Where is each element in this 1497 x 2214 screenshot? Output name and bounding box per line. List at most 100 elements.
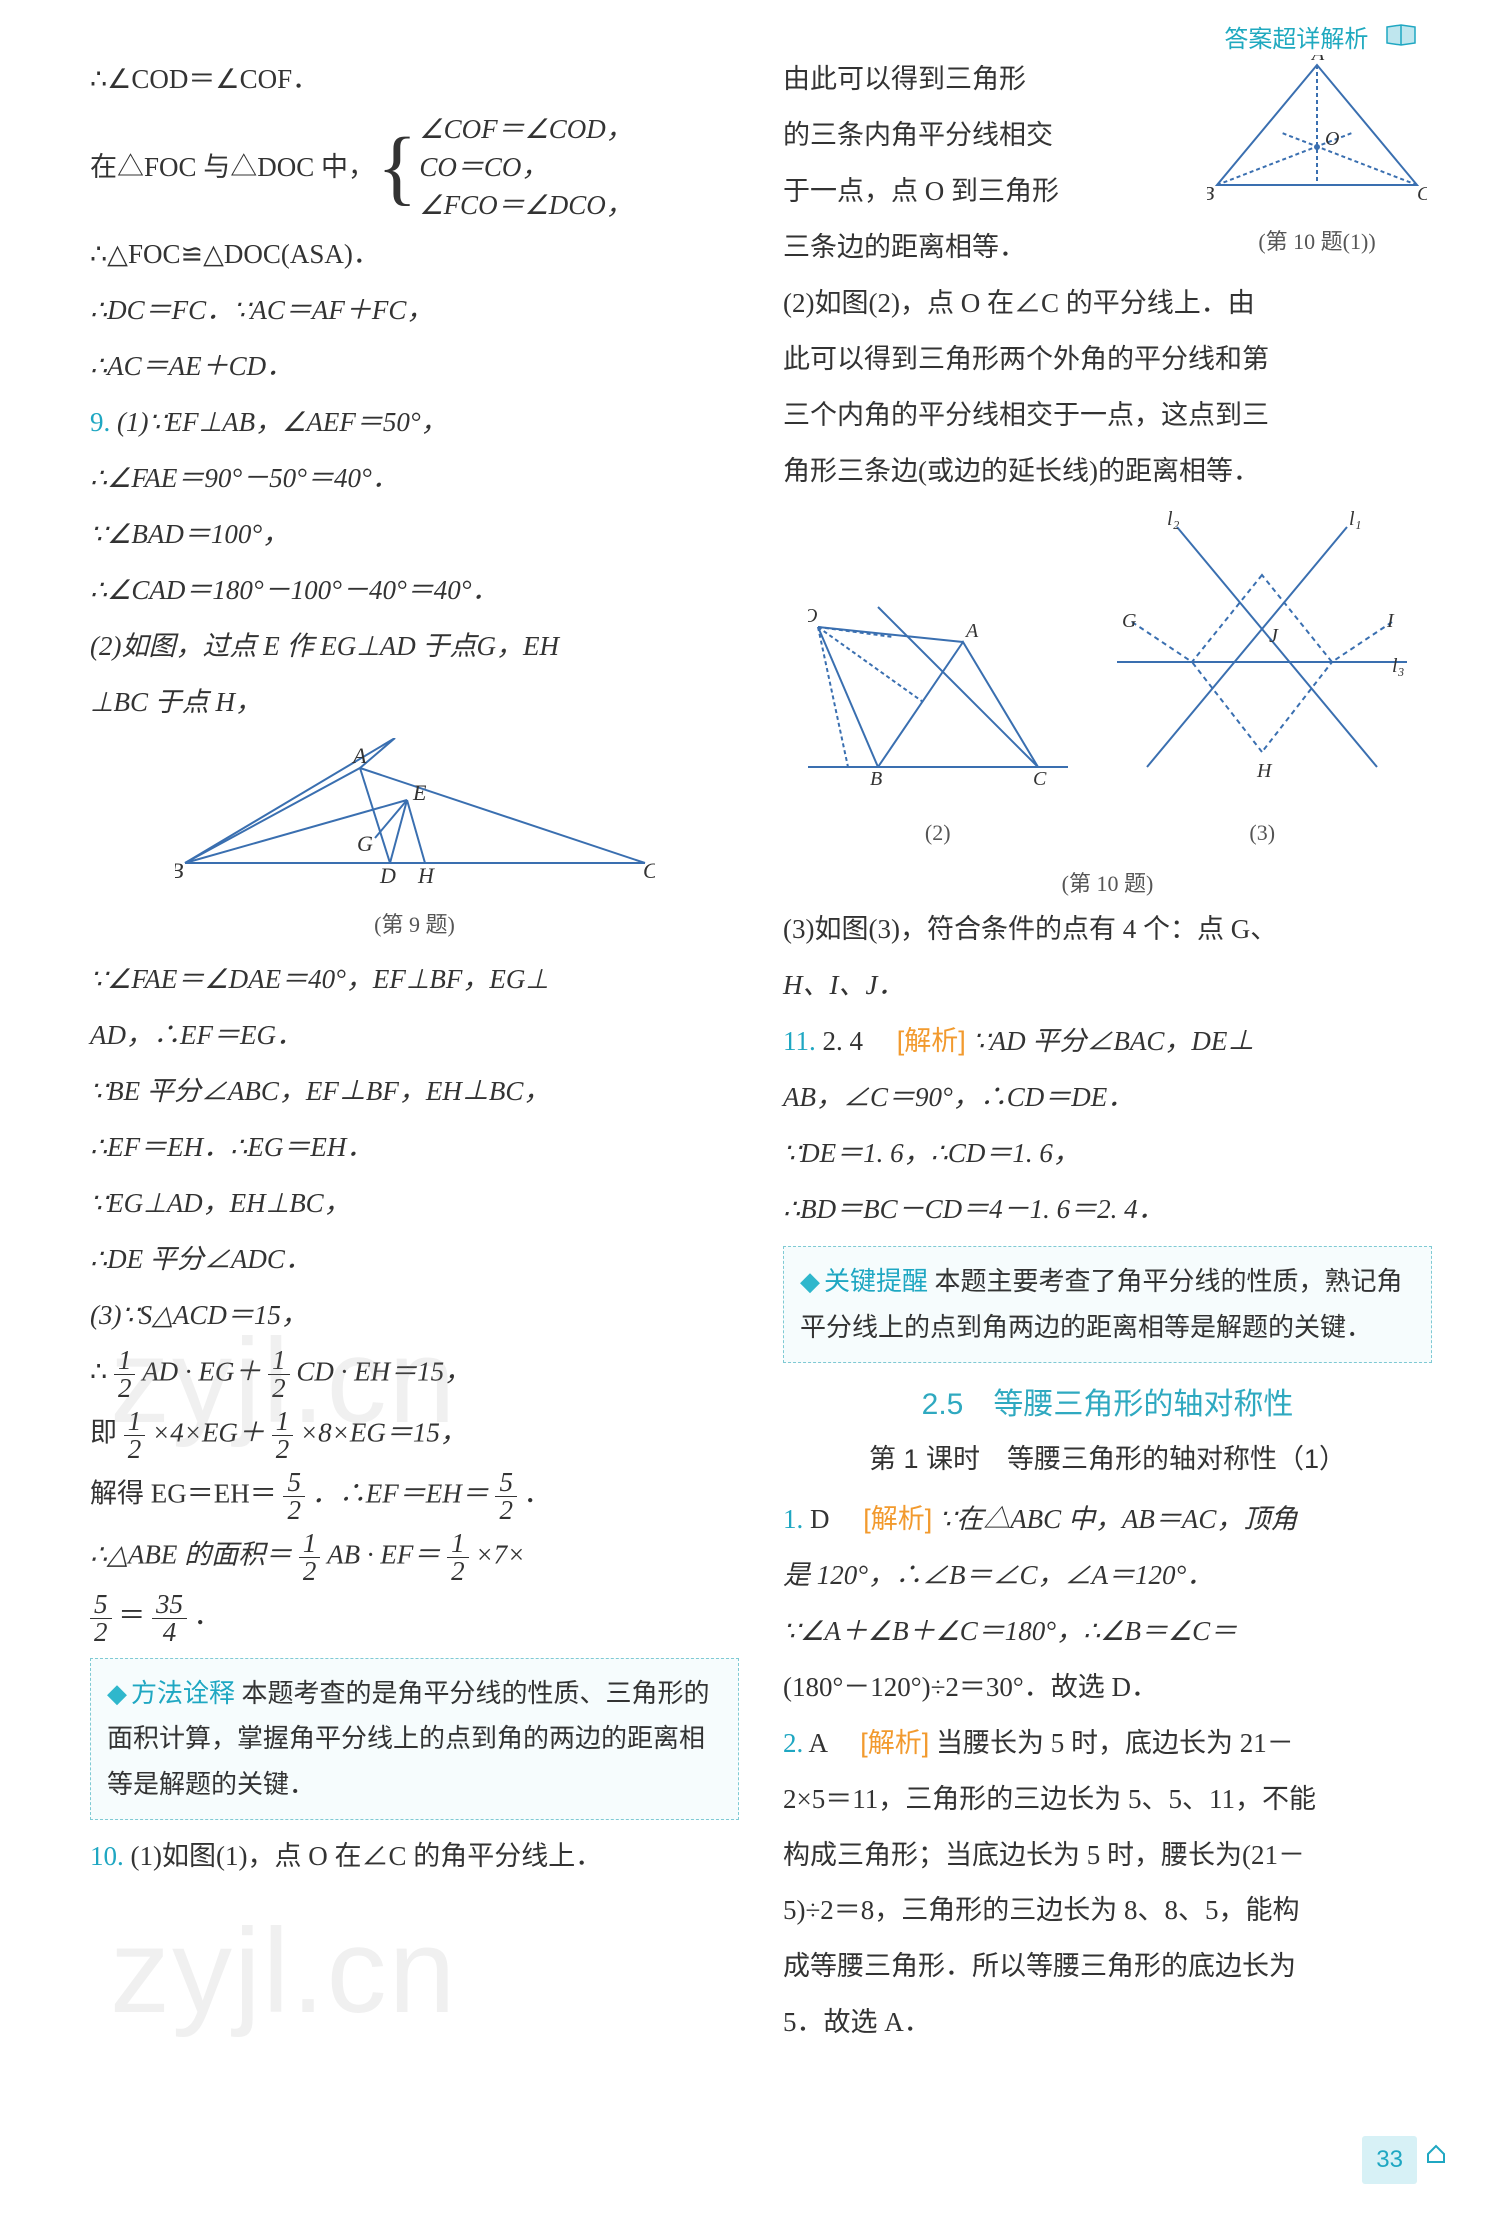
- q11-b3: ∴BD＝BC－CD＝4－1. 6＝2. 4．: [783, 1185, 1432, 1235]
- lbl-G: G: [357, 831, 373, 856]
- svg-text:l₂: l₂: [1167, 508, 1180, 530]
- brace-prefix: 在△FOC 与△DOC 中，: [90, 143, 375, 193]
- q-num: 2.: [783, 1728, 803, 1758]
- method-box: ◆方法诠释 本题考查的是角平分线的性质、三角形的面积计算，掌握角平分线上的点到角…: [90, 1658, 739, 1821]
- svg-text:B: B: [1207, 183, 1214, 205]
- q1-b3: (180°－120°)÷2＝30°．故选 D．: [783, 1663, 1432, 1713]
- q9-p1-l2: ∴∠FAE＝90°－50°＝40°．: [90, 454, 739, 504]
- lbl-B: B: [175, 858, 183, 883]
- fig10-1-cap: (第 10 题(1)): [1202, 222, 1432, 263]
- q-num: 9.: [90, 407, 110, 437]
- q-num: 10.: [90, 1841, 124, 1871]
- page-number: 33: [1362, 2136, 1417, 2184]
- figure-10-group: A B C O (2): [783, 507, 1432, 855]
- left-column: ∴∠COD＝∠COF． 在△FOC 与△DOC 中， { ∠COF＝∠COD， …: [90, 55, 739, 2054]
- lbl-C: C: [643, 858, 655, 883]
- right-column: 由此可以得到三角形 的三条内角平分线相交 于一点，点 O 到三角形 三条边的距离…: [783, 55, 1432, 2054]
- svg-text:A: A: [964, 620, 979, 642]
- q2-ans: A: [809, 1728, 827, 1758]
- diamond-icon: ◆: [107, 1679, 127, 1708]
- svg-text:G: G: [1122, 610, 1137, 632]
- lbl-F: F: [397, 738, 412, 740]
- svg-text:l₁: l₁: [1349, 508, 1362, 530]
- q9-b-l6: (3)∵S△ACD＝15，: [90, 1291, 739, 1341]
- q11-line: 11. 2. 4 [解析] ∵AD 平分∠BAC，DE⊥: [783, 1017, 1432, 1067]
- q11-b2: ∵DE＝1. 6，∴CD＝1. 6，: [783, 1129, 1432, 1179]
- svg-text:B: B: [870, 768, 882, 790]
- q2-b2: 构成三角形；当底边长为 5 时，腰长为(21－: [783, 1831, 1432, 1881]
- key-title: 关键提醒: [824, 1266, 928, 1296]
- q1-b2: ∵∠A＋∠B＋∠C＝180°，∴∠B＝∠C＝: [783, 1607, 1432, 1657]
- q9-p1-l4: ∴∠CAD＝180°－100°－40°＝40°．: [90, 566, 739, 616]
- q1-line: 1. D [解析] ∵在△ABC 中，AB＝AC，顶角: [783, 1495, 1432, 1545]
- r-p2-2: 三个内角的平分线相交于一点，这点到三: [783, 391, 1432, 441]
- q10-line: 10. (1)如图(1)，点 O 在∠C 的角平分线上．: [90, 1832, 739, 1882]
- q9-p1-l1: 9. (1)∵EF⊥AB，∠AEF＝50°，: [90, 398, 739, 448]
- case: CO＝CO，: [419, 149, 632, 187]
- r-intro-0: 由此可以得到三角形: [783, 55, 1184, 105]
- lbl-D: D: [379, 863, 396, 888]
- analysis-tag: [解析]: [897, 1026, 966, 1056]
- q9-eq1: ∴ 12 AD · EG＋ 12 CD · EH＝15，: [90, 1347, 739, 1402]
- section-heading: 2.5 等腰三角形的轴对称性: [783, 1377, 1432, 1433]
- r-p2-0: (2)如图(2)，点 O 在∠C 的平分线上．由: [783, 279, 1432, 329]
- q9-b-l4: ∵EG⊥AD，EH⊥BC，: [90, 1179, 739, 1229]
- q9-b-l0: ∵∠FAE＝∠DAE＝40°，EF⊥BF，EG⊥: [90, 955, 739, 1005]
- figure-10-3: G H I J l₁ l₂ l₃ (3): [1117, 507, 1407, 855]
- fig10-group-cap: (第 10 题): [783, 864, 1432, 905]
- q9-p1-l3: ∵∠BAD＝100°，: [90, 510, 739, 560]
- figure-9: A F E G D H B C (第 9 题): [90, 738, 739, 946]
- fig9-caption: (第 9 题): [90, 905, 739, 946]
- q2-b3: 5)÷2＝8，三角形的三边长为 8、8、5，能构: [783, 1886, 1432, 1936]
- lbl-A: A: [351, 743, 367, 768]
- q2-line: 2. A [解析] 当腰长为 5 时，底边长为 21－: [783, 1719, 1432, 1769]
- section-sub: 第 1 课时 等腰三角形的轴对称性（1）: [783, 1435, 1432, 1485]
- brace-cases: ∠COF＝∠COD， CO＝CO， ∠FCO＝∠DCO，: [419, 111, 632, 224]
- svg-text:H: H: [1256, 760, 1273, 782]
- q2-b4: 成等腰三角形．所以等腰三角形的底边长为: [783, 1942, 1432, 1992]
- brace-icon: {: [377, 134, 417, 201]
- q9-b-l5: ∴DE 平分∠ADC．: [90, 1235, 739, 1285]
- r-p2-1: 此可以得到三角形两个外角的平分线和第: [783, 335, 1432, 385]
- r-intro-2: 于一点，点 O 到三角形: [783, 167, 1184, 217]
- brace-line: 在△FOC 与△DOC 中， { ∠COF＝∠COD， CO＝CO， ∠FCO＝…: [90, 111, 739, 224]
- header-title: 答案超详解析: [1224, 26, 1368, 53]
- case: ∠FCO＝∠DCO，: [419, 187, 632, 225]
- figure-10-1: A B C O (第 10 题(1)): [1202, 55, 1432, 263]
- figure-10-2: A B C O (2): [808, 567, 1068, 855]
- q9-p2-intro2: ⊥BC 于点 H，: [90, 678, 739, 728]
- svg-text:O: O: [808, 605, 817, 627]
- line: ∴DC＝FC．∵AC＝AF＋FC，: [90, 286, 739, 336]
- key-box: ◆关键提醒 本题主要考查了角平分线的性质，熟记角平分线上的点到角两边的距离相等是…: [783, 1246, 1432, 1363]
- q-num: 1.: [783, 1504, 803, 1534]
- svg-text:C: C: [1033, 768, 1047, 790]
- q9-b-l3: ∴EF＝EH．∴EG＝EH．: [90, 1123, 739, 1173]
- house-icon: [1425, 2132, 1447, 2182]
- svg-text:l₃: l₃: [1392, 655, 1405, 677]
- r-p2-3: 角形三条边(或边的延长线)的距离相等．: [783, 447, 1432, 497]
- line: ∴AC＝AE＋CD．: [90, 342, 739, 392]
- method-title: 方法诠释: [131, 1678, 235, 1708]
- r-p3-1: H、I、J．: [783, 961, 1432, 1011]
- analysis-tag: [解析]: [863, 1504, 932, 1534]
- svg-text:I: I: [1386, 610, 1395, 632]
- q11-b1: AB，∠C＝90°，∴CD＝DE．: [783, 1073, 1432, 1123]
- svg-text:C: C: [1417, 183, 1427, 205]
- line: ∴△FOC≌△DOC(ASA)．: [90, 230, 739, 280]
- q2-b5: 5．故选 A．: [783, 1998, 1432, 2048]
- r-intro-1: 的三条内角平分线相交: [783, 111, 1184, 161]
- q9-eq4: ∴△ABE 的面积＝ 12 AB · EF＝ 12 ×7×: [90, 1530, 739, 1585]
- svg-text:J: J: [1269, 625, 1279, 647]
- fig10-2-sub: (2): [808, 813, 1068, 854]
- q9-b-l1: AD，∴EF＝EG．: [90, 1011, 739, 1061]
- lbl-H: H: [417, 863, 435, 888]
- line: ∴∠COD＝∠COF．: [90, 55, 739, 105]
- lbl-E: E: [412, 780, 427, 805]
- q11-ans: 2. 4: [823, 1026, 864, 1056]
- svg-text:O: O: [1325, 128, 1339, 150]
- q9-eq3: 解得 EG＝EH＝ 52 ．∴EF＝EH＝ 52 ．: [90, 1469, 739, 1524]
- q9-b-l2: ∵BE 平分∠ABC，EF⊥BF，EH⊥BC，: [90, 1067, 739, 1117]
- q9-p2-intro: (2)如图，过点 E 作 EG⊥AD 于点G，EH: [90, 622, 739, 672]
- q-num: 11.: [783, 1026, 816, 1056]
- fig10-3-sub: (3): [1117, 813, 1407, 854]
